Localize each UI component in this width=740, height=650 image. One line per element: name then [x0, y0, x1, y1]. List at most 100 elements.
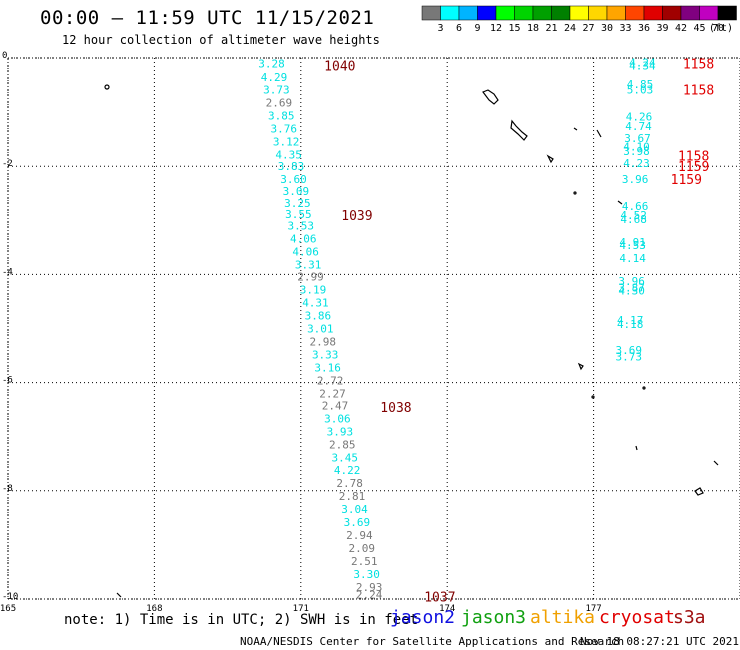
legend-cryosat: cryosat: [599, 607, 675, 628]
wave-height-value: 3.86: [305, 310, 332, 323]
wave-height-value: 3.33: [312, 348, 339, 361]
wave-height-value: 4.22: [334, 464, 361, 477]
legend-tick-label: 33: [619, 23, 631, 34]
longitude-label: 168: [146, 604, 162, 614]
wave-height-value: 4.24: [629, 56, 656, 69]
wave-height-value: 4.06: [290, 233, 317, 246]
legend-swatch: [662, 5, 682, 21]
pass-time-label: 1039: [341, 209, 372, 224]
wave-height-value: 4.06: [292, 246, 319, 259]
wave-height-value: 3.67: [624, 132, 651, 145]
latitude-label: 0: [2, 51, 7, 61]
wave-height-value: 4.14: [619, 252, 646, 265]
wave-height-value: 3.30: [353, 568, 380, 581]
wave-height-value: 2.81: [339, 490, 366, 503]
island: [713, 460, 719, 466]
wave-height-value: 2.98: [310, 335, 337, 348]
island: [635, 445, 638, 451]
wave-height-value: 2.24: [356, 589, 383, 602]
island: [591, 395, 595, 399]
legend-swatch: [643, 5, 663, 21]
pass-time-label: 1159: [671, 173, 702, 188]
lat-lon-grid: 165 168 171 174 177 0 -2 -4 -6 -8 -10: [0, 51, 740, 614]
legend-tick-label: 3: [437, 23, 443, 34]
altimeter-tracks: 3.284.293.732.693.853.763.124.353.833.60…: [258, 56, 656, 601]
wave-height-value: 4.53: [619, 239, 646, 252]
legend-tick-label: 24: [564, 23, 576, 34]
legend-jason2: jason2: [390, 607, 456, 628]
wave-height-value: 3.28: [258, 57, 285, 70]
wave-height-value: 3.19: [300, 284, 327, 297]
island: [116, 592, 122, 598]
longitude-label: 177: [585, 604, 601, 614]
wave-height-value: 2.47: [322, 399, 349, 412]
wave-height-value: 2.78: [336, 477, 363, 490]
wave-height-value: 2.93: [356, 581, 383, 594]
legend-swatch: [440, 5, 460, 21]
map-title: 00:00 – 11:59 UTC 11/15/2021: [40, 7, 375, 29]
pass-time-label: 1038: [380, 401, 411, 416]
wave-height-value: 3.12: [273, 135, 300, 148]
legend-swatch: [569, 5, 589, 21]
legend-tick-label: 30: [601, 23, 613, 34]
wave-height-value: 4.26: [626, 110, 653, 123]
wave-height-value: 3.83: [278, 160, 305, 173]
legend-swatch: [717, 5, 737, 21]
legend-unit-label: (ft): [709, 23, 733, 34]
legend-tick-label: 70: [712, 23, 724, 34]
latitude-label: -6: [2, 376, 13, 386]
island: [510, 119, 528, 141]
wave-height-value: 2.69: [266, 96, 293, 109]
wave-height-value: 4.91: [619, 236, 646, 249]
wave-height-value: 4.68: [620, 213, 647, 226]
island-outlines: [104, 84, 719, 598]
island: [573, 127, 602, 138]
legend-swatch: [625, 5, 645, 21]
legend-swatch: [680, 5, 700, 21]
pass-time-label: 1158: [683, 57, 714, 72]
wave-height-value: 4.10: [623, 141, 650, 154]
credit-line: NOAA/NESDIS Center for Satellite Applica…: [240, 635, 625, 648]
wave-height-value: 4.35: [275, 148, 302, 161]
wave-height-value: 3.93: [327, 425, 354, 438]
legend-swatch: [514, 5, 534, 21]
map-frame: [7, 57, 740, 600]
latitude-label: -4: [2, 267, 13, 277]
legend-altika: altika: [530, 607, 596, 628]
wave-height-value: 3.16: [314, 361, 341, 374]
legend-swatch: [699, 5, 719, 21]
legend-tick-label: 42: [675, 23, 687, 34]
wave-height-value: 3.53: [288, 220, 315, 233]
legend-swatch: [532, 5, 552, 21]
island: [573, 191, 577, 195]
wave-height-value: 4.74: [625, 120, 652, 133]
wave-height-value: 3.01: [307, 323, 334, 336]
island: [104, 84, 110, 90]
wave-height-value: 3.87: [618, 281, 645, 294]
wave-height-value: 3.73: [263, 83, 290, 96]
wave-height-value: 3.73: [615, 351, 642, 364]
wave-height-value: 3.31: [295, 259, 322, 272]
wave-height-value: 3.45: [331, 451, 358, 464]
wave-height-value: 2.09: [349, 542, 376, 555]
wave-height-value: 4.23: [623, 157, 650, 170]
longitude-label: 165: [0, 604, 16, 614]
legend-swatch: [606, 5, 626, 21]
color-legend: 3 6 9 12 15 18 21 24 27 30 33 36 39 42 45 70(ft): [421, 5, 737, 34]
legend-swatch: [458, 5, 478, 21]
island: [694, 487, 704, 496]
island: [617, 200, 623, 205]
units-note: note: 1) Time is in UTC; 2) SWH is in fe…: [64, 612, 419, 628]
latitude-label: -10: [2, 592, 18, 602]
wave-height-value: 3.69: [344, 516, 371, 529]
legend-tick-label: 12: [490, 23, 502, 34]
pass-time-label: 1158: [683, 83, 714, 98]
pass-time-label: 1158: [678, 149, 709, 164]
legend-tick-label: 21: [545, 23, 557, 34]
wave-height-value: 4.31: [302, 297, 329, 310]
legend-tick-label: 27: [582, 23, 594, 34]
wave-height-value: 4.34: [629, 60, 656, 73]
wave-height-value: 2.85: [329, 438, 356, 451]
legend-tick-label: 39: [656, 23, 668, 34]
